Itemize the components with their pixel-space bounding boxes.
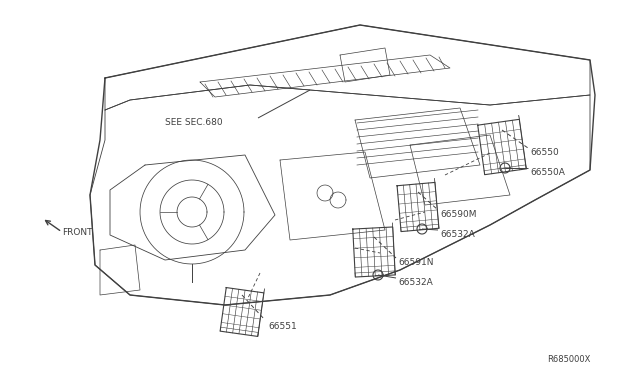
Text: 66550A: 66550A — [530, 168, 565, 177]
Text: 66551: 66551 — [268, 322, 297, 331]
Text: 66591N: 66591N — [398, 258, 433, 267]
Text: FRONT: FRONT — [62, 228, 93, 237]
Text: 66550: 66550 — [530, 148, 559, 157]
Text: R685000X: R685000X — [547, 355, 590, 364]
Text: SEE SEC.680: SEE SEC.680 — [165, 118, 223, 127]
Text: 66590M: 66590M — [440, 210, 477, 219]
Text: 66532A: 66532A — [440, 230, 475, 239]
Text: 66532A: 66532A — [398, 278, 433, 287]
